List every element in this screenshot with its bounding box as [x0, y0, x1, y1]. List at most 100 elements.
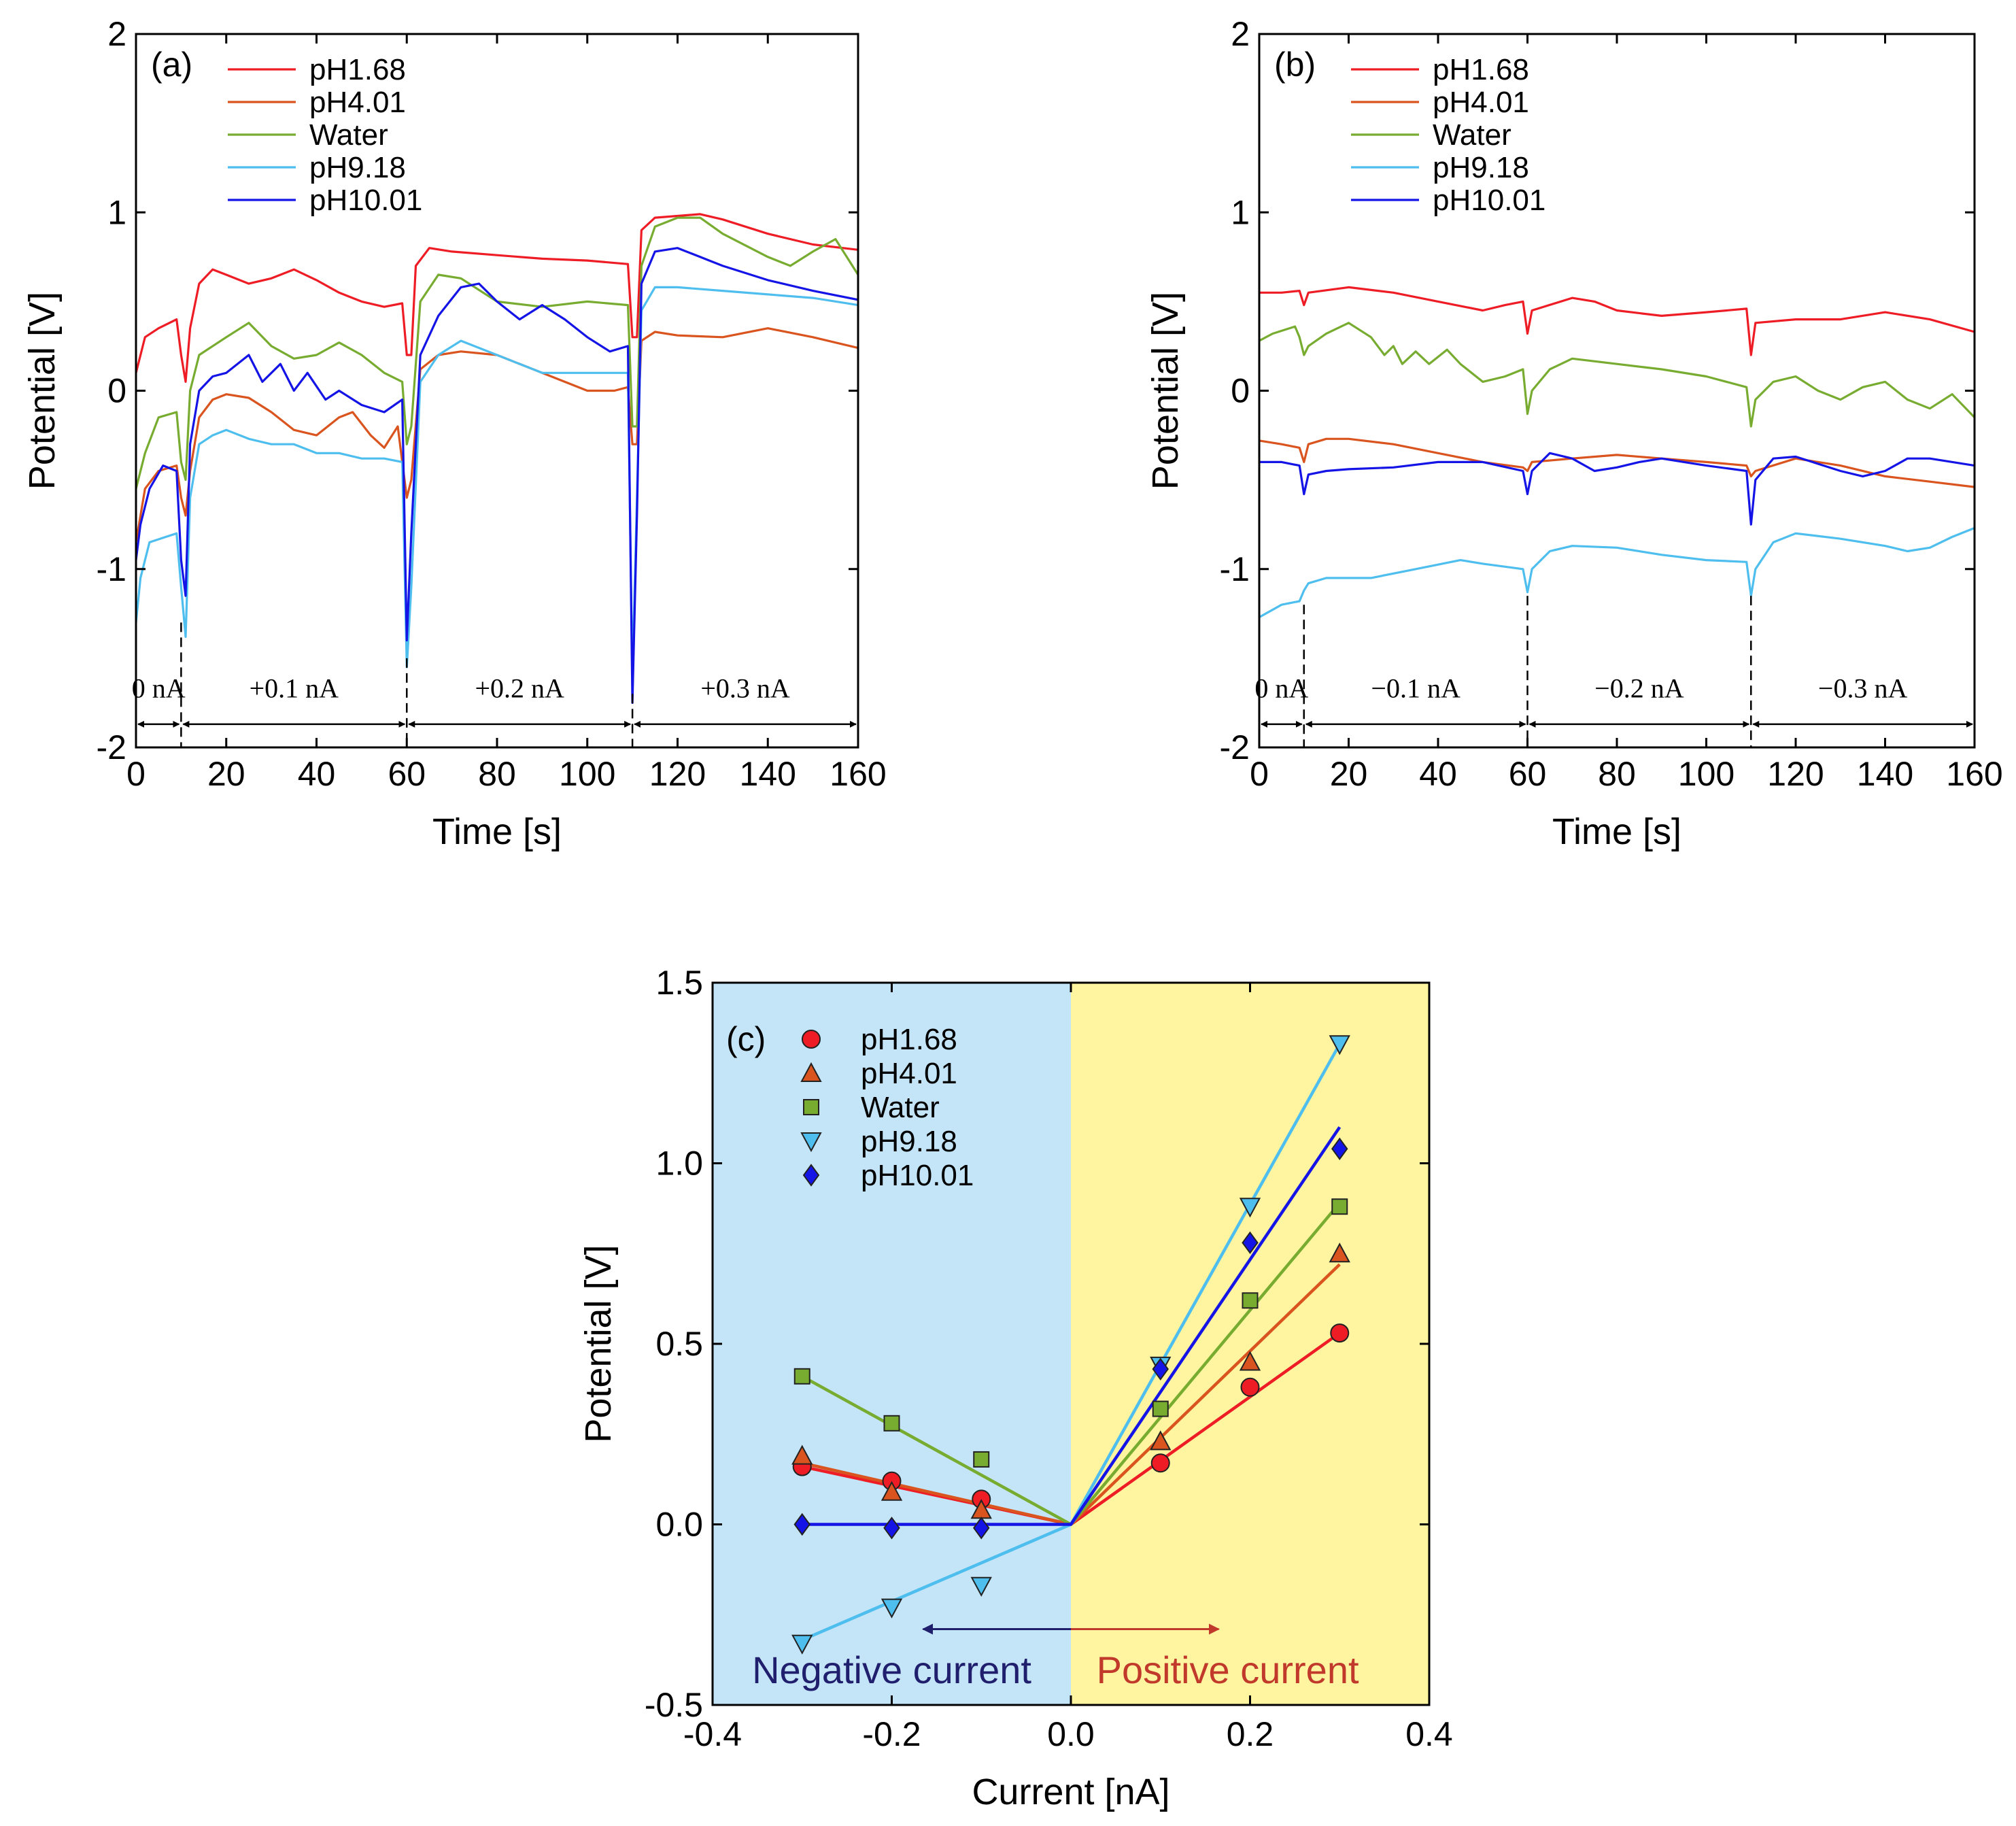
legend-label: Water: [309, 118, 388, 152]
data-point-pH4.01: [881, 1481, 903, 1501]
data-point-pH1.68: [1150, 1453, 1170, 1473]
x-axis-title: Time [s]: [432, 811, 562, 852]
series-line-pH9.18: [136, 286, 858, 677]
x-tick-label: 100: [1678, 755, 1735, 793]
x-tick-label: 120: [649, 755, 706, 793]
y-tick-label: -2: [97, 728, 126, 766]
data-point-pH1.68: [1330, 1323, 1350, 1343]
y-tick-label: 1: [1231, 193, 1250, 231]
legend-label: pH9.18: [309, 151, 406, 184]
y-tick-label: -0.5: [645, 1686, 703, 1724]
legend-label: Water: [1433, 118, 1511, 152]
y-tick-label: 0: [107, 372, 126, 410]
segment-label: −0.3 nA: [1818, 673, 1908, 704]
x-tick-label: 160: [1946, 755, 2002, 793]
segment-label: 0 nA: [1254, 673, 1308, 704]
x-tick-label: 60: [388, 755, 426, 793]
x-tick-label: 40: [298, 755, 336, 793]
panel-label: (a): [151, 46, 192, 84]
y-tick-label: 1: [107, 193, 126, 231]
segment-label: 0 nA: [132, 673, 186, 704]
x-tick-label: 0.2: [1227, 1715, 1274, 1753]
data-point-Water: [793, 1368, 810, 1385]
positive-current-label: Positive current: [1097, 1649, 1359, 1691]
y-tick-label: -1: [97, 550, 126, 588]
x-tick-label: 140: [1857, 755, 1913, 793]
legend-label: Water: [861, 1091, 940, 1124]
x-tick-label: 20: [207, 755, 245, 793]
data-point-pH9.18: [881, 1598, 903, 1619]
segment-label: −0.2 nA: [1594, 673, 1684, 704]
plot-frame: [135, 33, 859, 749]
x-tick-label: 0: [126, 755, 146, 793]
data-point-pH9.18: [1329, 1035, 1350, 1055]
data-point-pH9.18: [1239, 1198, 1261, 1218]
legend-label: pH10.01: [309, 184, 422, 217]
series-line-pH10.01: [136, 247, 858, 704]
x-tick-label: 140: [740, 755, 796, 793]
x-tick-label: 0.4: [1405, 1715, 1453, 1753]
x-axis-title: Current [nA]: [972, 1772, 1169, 1812]
plot-frame: [1258, 33, 1976, 749]
legend-label: pH4.01: [861, 1057, 957, 1090]
x-tick-label: -0.4: [683, 1715, 742, 1753]
legend-label: pH4.01: [309, 86, 406, 119]
legend-marker-pH1.68: [802, 1030, 821, 1049]
legend-marker-Water: [803, 1099, 819, 1115]
y-tick-label: 0: [1231, 372, 1250, 410]
legend-label: pH1.68: [1433, 53, 1529, 86]
segment-label: −0.1 nA: [1371, 673, 1460, 704]
x-tick-label: 160: [830, 755, 886, 793]
data-point-pH10.01: [793, 1512, 810, 1536]
legend-label: pH10.01: [861, 1159, 974, 1192]
data-point-Water: [973, 1451, 990, 1468]
data-point-pH4.01: [791, 1444, 813, 1465]
segment-label: +0.2 nA: [475, 673, 564, 704]
data-point-pH10.01: [883, 1517, 900, 1540]
legend-marker-pH10.01: [802, 1164, 820, 1187]
data-point-pH9.18: [970, 1576, 992, 1597]
panel-label: (c): [726, 1020, 766, 1058]
panel-label: (b): [1274, 46, 1316, 84]
series-line-pH9.18: [1259, 526, 1975, 618]
x-tick-label: 80: [478, 755, 516, 793]
data-point-pH10.01: [1242, 1231, 1259, 1255]
legend-marker-pH9.18: [800, 1132, 822, 1153]
y-axis-title: Potential [V]: [1145, 292, 1186, 490]
legend-label: pH9.18: [1433, 151, 1529, 184]
panel-c-potential-vs-current: Negative current Positive current -0.4 -0.2…: [578, 964, 1453, 1812]
y-tick-label: -1: [1220, 550, 1250, 588]
series-line-pH4.01: [136, 327, 858, 543]
x-tick-label: -0.2: [862, 1715, 921, 1753]
series-line-pH10.01: [1259, 452, 1975, 526]
x-tick-label: 120: [1767, 755, 1824, 793]
x-tick-label: 80: [1598, 755, 1636, 793]
data-point-pH4.01: [1239, 1351, 1261, 1371]
segment-label: +0.3 nA: [700, 673, 790, 704]
data-point-Water: [1242, 1292, 1259, 1309]
data-point-Water: [1152, 1400, 1169, 1417]
x-tick-label: 0: [1250, 755, 1269, 793]
x-tick-label: 20: [1330, 755, 1368, 793]
x-axis-title: Time [s]: [1552, 811, 1681, 852]
y-tick-label: 1.5: [655, 964, 703, 1002]
y-tick-label: 0.5: [655, 1325, 703, 1363]
series-line-pH1.68: [1259, 286, 1975, 356]
series-line-Water: [136, 216, 858, 490]
y-tick-label: 0.0: [655, 1506, 703, 1544]
data-point-pH9.18: [791, 1634, 813, 1655]
positive-current-region: [1071, 983, 1429, 1705]
data-point-pH4.01: [1150, 1430, 1172, 1451]
x-tick-label: 60: [1509, 755, 1547, 793]
data-point-pH10.01: [1331, 1137, 1348, 1160]
legend-label: pH9.18: [861, 1125, 957, 1158]
series-line-pH4.01: [1259, 437, 1975, 488]
series-line-pH1.68: [136, 213, 858, 383]
x-tick-label: 40: [1419, 755, 1457, 793]
segment-label: +0.1 nA: [250, 673, 339, 704]
legend-label: pH4.01: [1433, 86, 1529, 119]
x-tick-label: 0.0: [1047, 1715, 1095, 1753]
negative-current-region: [713, 983, 1071, 1705]
data-point-pH1.68: [1240, 1377, 1260, 1397]
